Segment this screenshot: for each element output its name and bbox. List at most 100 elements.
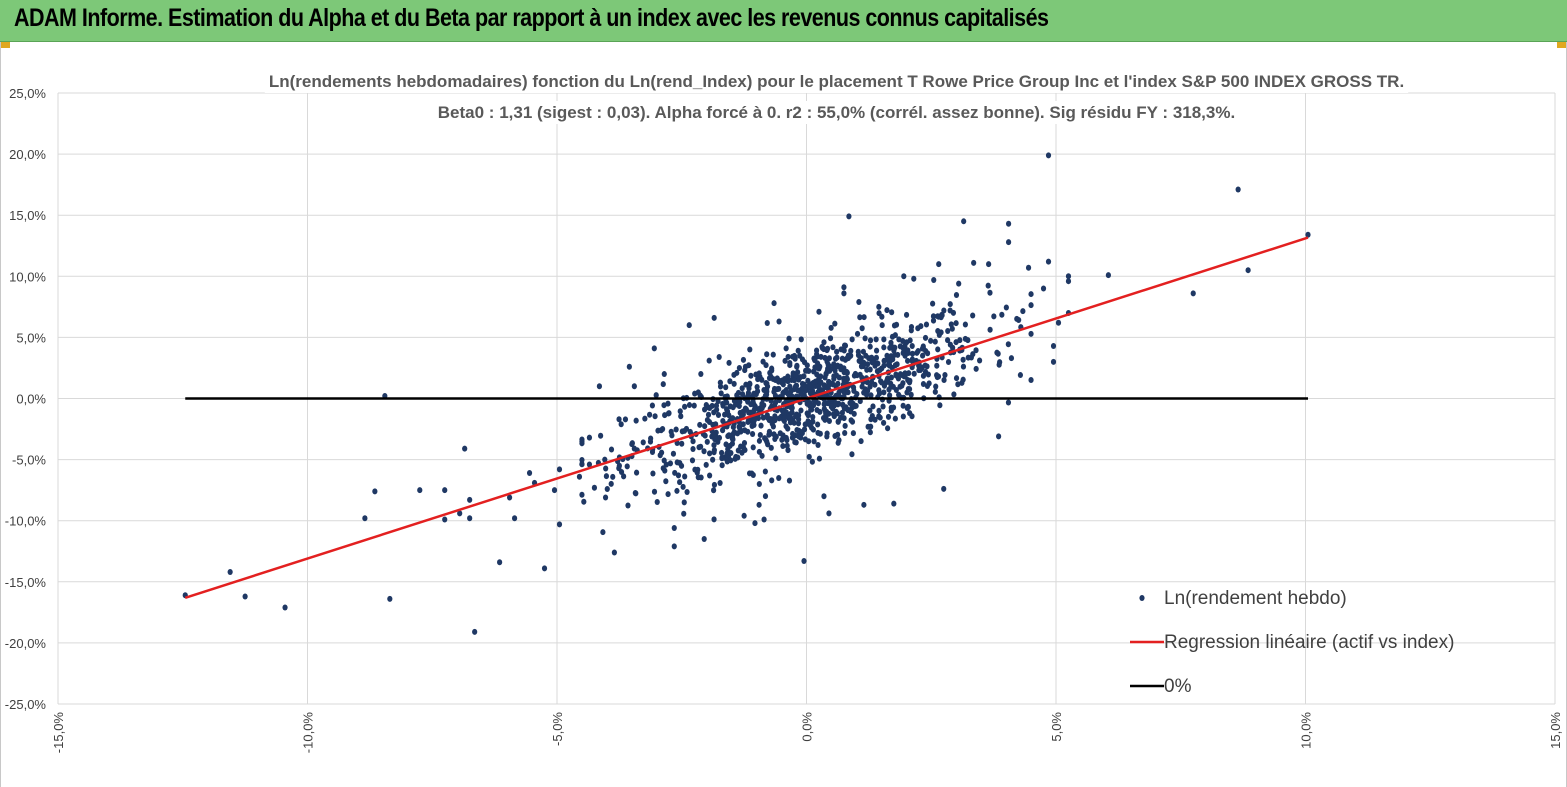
data-point (751, 390, 757, 397)
data-point (996, 433, 1002, 440)
data-point (668, 428, 674, 435)
data-point (911, 275, 917, 282)
data-point (769, 403, 775, 410)
data-point (760, 358, 766, 365)
points-layer (182, 152, 1311, 635)
data-point (786, 335, 792, 342)
legend-label: 0% (1164, 676, 1192, 697)
data-point (823, 410, 829, 417)
data-point (608, 446, 615, 453)
data-point (924, 350, 931, 357)
data-point (892, 344, 898, 351)
data-point (791, 386, 798, 393)
data-point (711, 487, 717, 494)
data-point (826, 418, 832, 425)
data-point (1005, 399, 1012, 406)
data-point (745, 419, 751, 426)
data-point (816, 308, 822, 315)
data-point (746, 470, 753, 477)
data-point (579, 438, 585, 445)
data-point (801, 558, 807, 565)
data-point (652, 413, 658, 420)
data-point (805, 410, 811, 417)
data-point (675, 472, 682, 479)
data-point (879, 365, 885, 372)
data-point (654, 499, 660, 506)
data-point (711, 314, 717, 321)
data-point (678, 413, 684, 420)
data-point (905, 403, 911, 410)
data-point (793, 372, 799, 379)
y-tick-label: 20,0% (9, 147, 46, 162)
data-point (977, 357, 983, 364)
data-point (915, 348, 921, 355)
data-point (825, 361, 831, 368)
data-point (713, 421, 719, 428)
data-point (879, 379, 885, 386)
data-point (918, 323, 924, 330)
data-point (953, 375, 960, 382)
data-point (632, 489, 638, 496)
data-point (879, 322, 885, 329)
data-point (930, 313, 937, 320)
data-point (758, 422, 764, 429)
data-point (879, 313, 885, 320)
data-point (692, 390, 698, 397)
data-point (282, 604, 288, 611)
data-point (740, 421, 746, 428)
data-point (706, 450, 713, 457)
data-point (999, 311, 1005, 318)
data-point (880, 403, 886, 410)
data-point (819, 345, 826, 352)
data-point (867, 429, 873, 436)
data-point (600, 529, 606, 536)
x-tick-label: 0,0% (800, 712, 815, 742)
data-point (770, 423, 776, 430)
data-point (608, 480, 614, 487)
x-tick-label: -15,0% (51, 712, 66, 754)
data-point (816, 455, 823, 462)
data-point (749, 430, 756, 437)
data-point (850, 430, 856, 437)
data-point (951, 391, 957, 398)
data-point (682, 473, 688, 480)
data-point (756, 406, 762, 413)
data-point (773, 455, 779, 462)
data-point (728, 450, 734, 457)
data-point (662, 412, 668, 419)
data-point (1025, 264, 1032, 271)
data-point (776, 385, 782, 392)
data-point (764, 438, 770, 445)
data-point (756, 437, 763, 444)
data-point (900, 413, 906, 420)
data-point (848, 408, 854, 415)
data-point (766, 375, 773, 382)
data-point (1028, 291, 1034, 298)
data-point (737, 398, 743, 405)
data-point (817, 373, 824, 380)
data-point (830, 344, 836, 351)
data-point (897, 371, 904, 378)
data-point (618, 421, 624, 428)
data-point (697, 392, 703, 399)
data-point (909, 350, 916, 357)
data-point (551, 487, 558, 494)
data-point (895, 351, 901, 358)
data-point (786, 477, 793, 484)
data-point (834, 348, 840, 355)
data-point (735, 447, 741, 454)
data-point (892, 415, 898, 422)
data-point (742, 427, 748, 434)
report-header: ADAM Informe. Estimation du Alpha et du … (0, 0, 1567, 42)
data-point (849, 451, 855, 458)
data-point (961, 218, 967, 225)
data-point (227, 569, 233, 576)
data-point (720, 402, 726, 409)
data-point (834, 363, 841, 370)
data-point (631, 383, 637, 390)
data-point (1050, 342, 1057, 349)
data-point (1005, 341, 1011, 348)
data-point (680, 483, 686, 490)
data-point (833, 408, 839, 415)
data-point (900, 349, 906, 356)
